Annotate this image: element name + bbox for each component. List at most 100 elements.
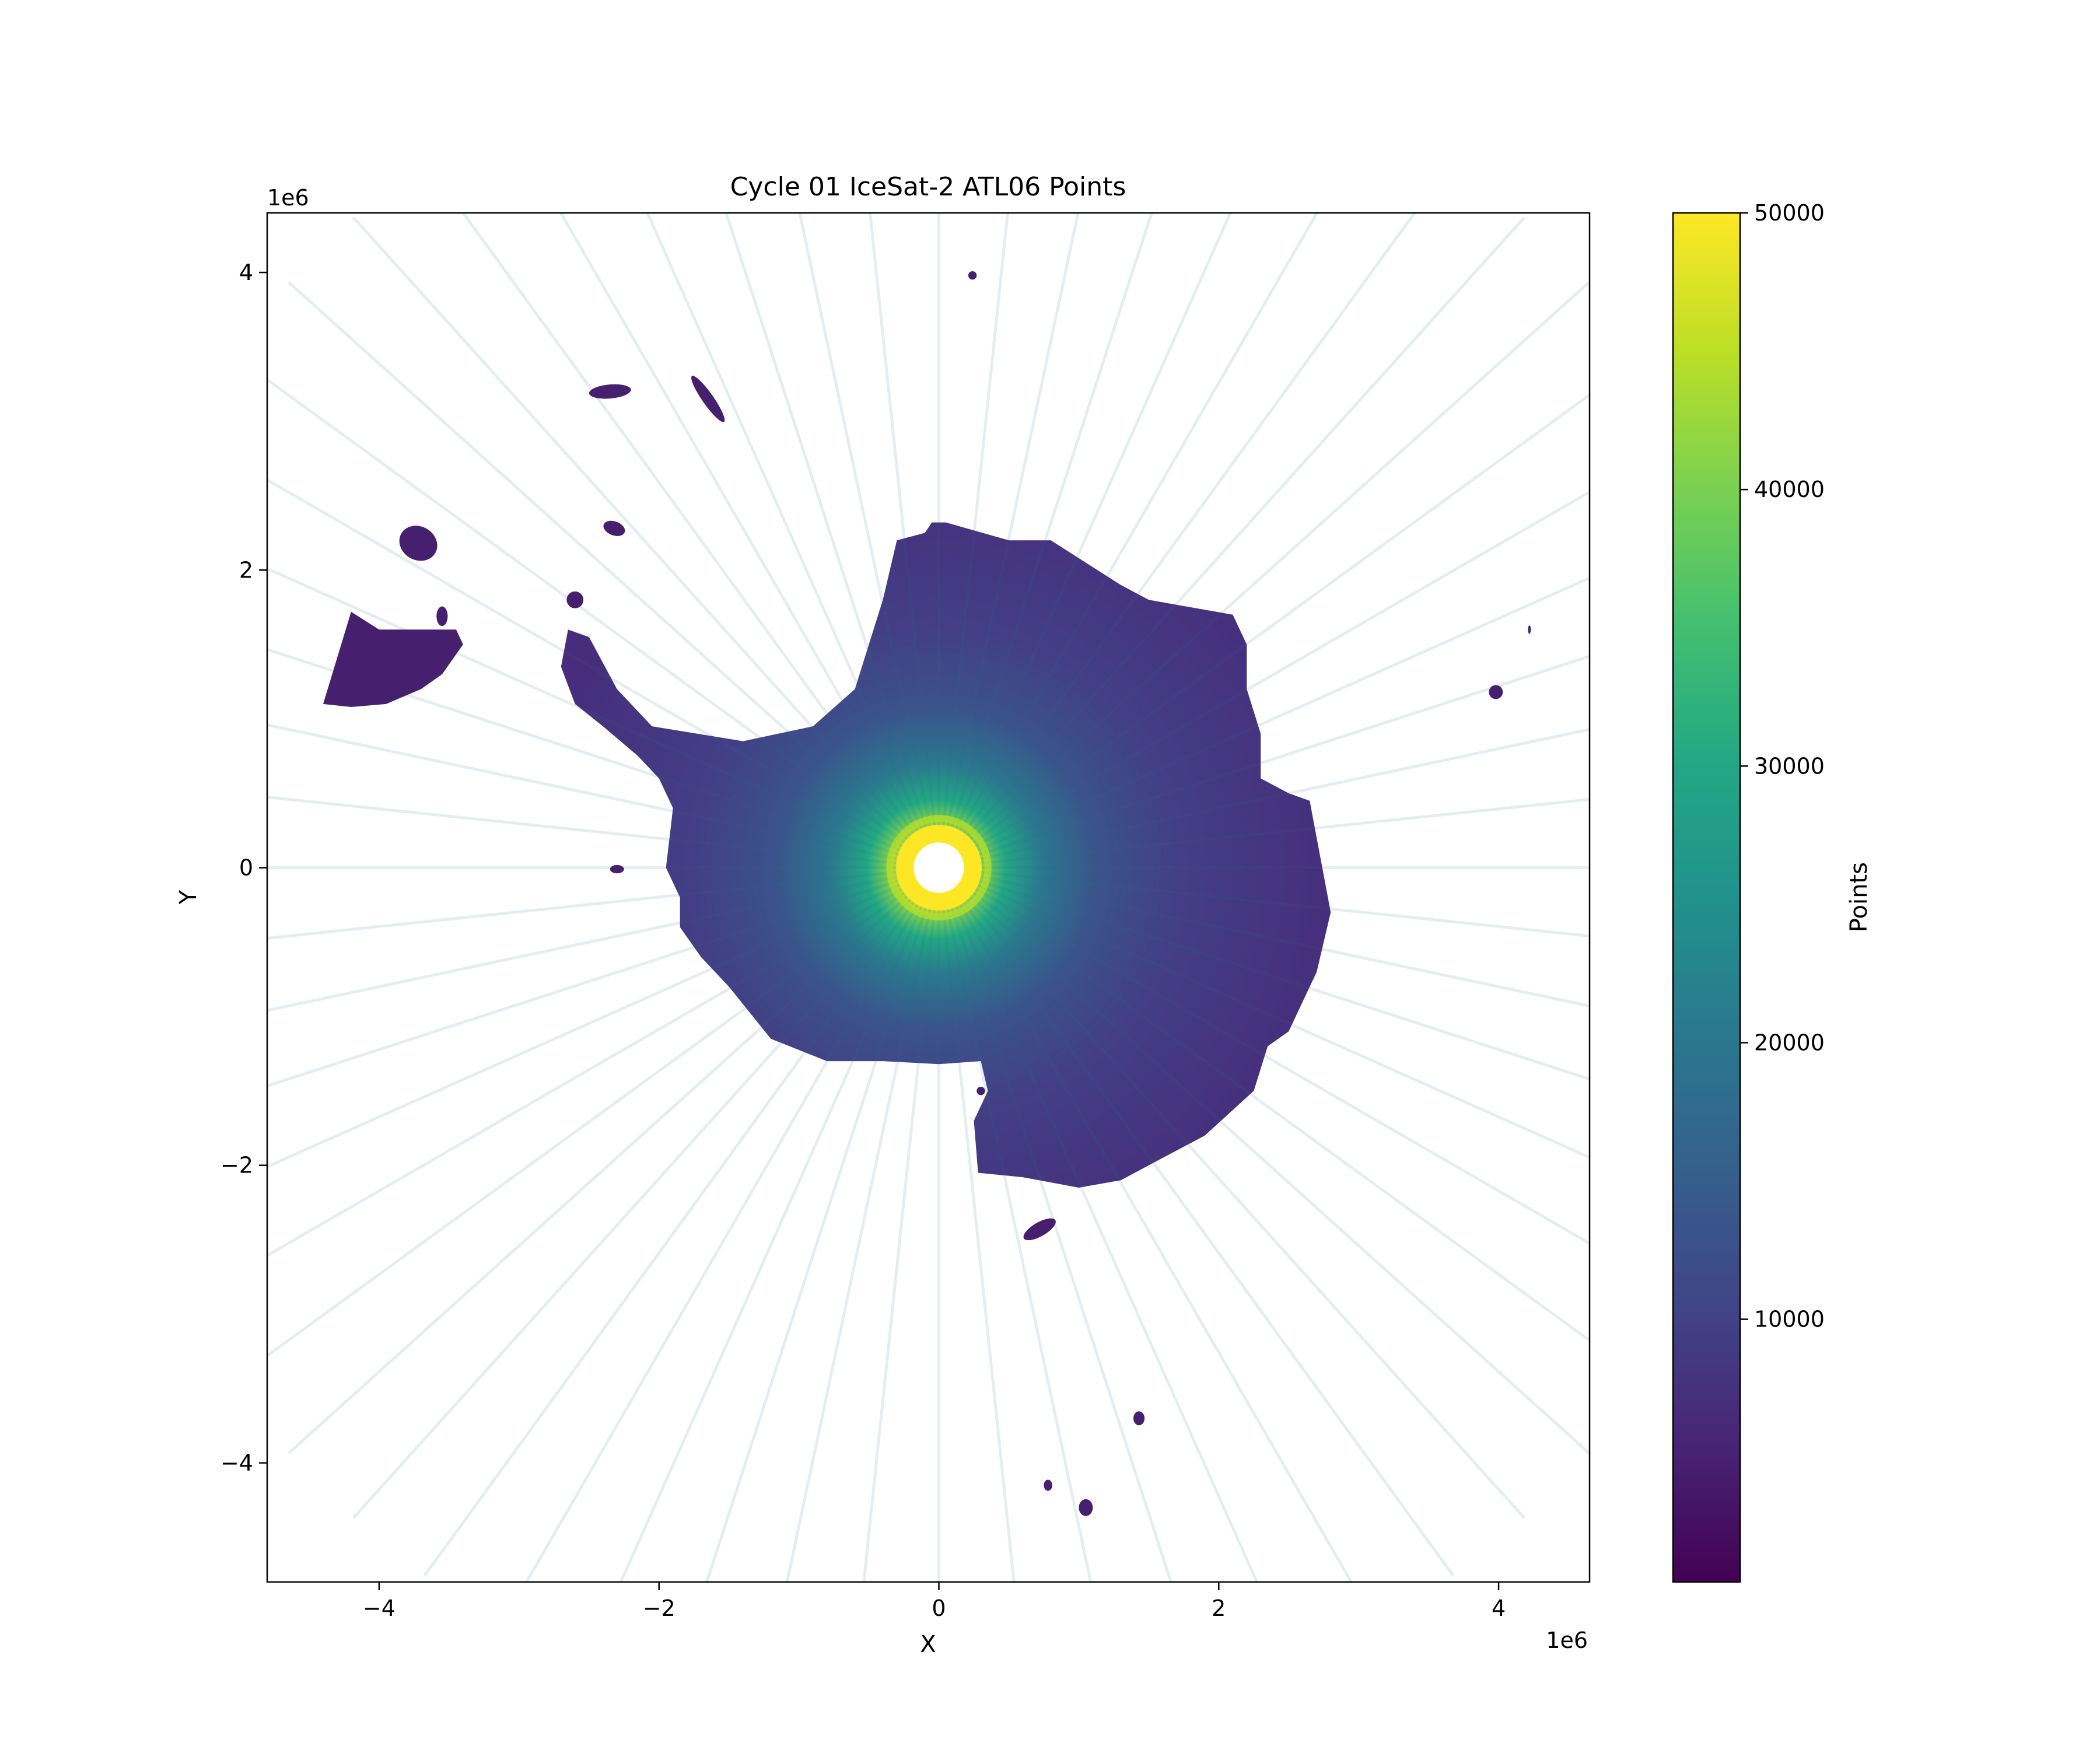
pole-ring-edge bbox=[886, 815, 992, 921]
y-tick-label: 0 bbox=[239, 855, 253, 880]
orbit-streak bbox=[267, 866, 940, 1358]
island-cluster bbox=[603, 520, 625, 536]
colorbar-tick-label: 10000 bbox=[1754, 1307, 1825, 1332]
orbit-streak bbox=[267, 377, 940, 869]
island-cluster bbox=[968, 271, 977, 280]
island-cluster bbox=[1023, 1218, 1056, 1241]
island-cluster bbox=[566, 591, 584, 608]
island-cluster bbox=[1489, 685, 1503, 699]
island-cluster bbox=[399, 526, 438, 561]
colorbar-tick-label: 20000 bbox=[1754, 1030, 1825, 1055]
orbit-streak bbox=[937, 213, 1009, 868]
plot-area bbox=[267, 213, 1590, 1582]
orbit-streak bbox=[288, 281, 940, 869]
orbit-streak bbox=[937, 867, 1172, 1582]
island-cluster bbox=[1044, 1479, 1052, 1491]
orbit-streak bbox=[939, 866, 1590, 938]
orbit-streak bbox=[423, 867, 940, 1577]
y-axis-label: Y bbox=[175, 890, 202, 905]
orbit-streak bbox=[267, 795, 939, 869]
orbit-streak bbox=[645, 213, 940, 869]
orbit-streak bbox=[939, 797, 1590, 869]
orbit-streak bbox=[937, 213, 1080, 868]
orbit-streak bbox=[937, 216, 1526, 869]
orbit-streak bbox=[267, 567, 940, 869]
y-axis: 4 2 0 −2 −4 bbox=[220, 260, 267, 1476]
x-tick-label: 2 bbox=[1212, 1595, 1226, 1621]
orbit-streak bbox=[938, 654, 1590, 869]
orbit-streak bbox=[937, 867, 1353, 1582]
offshore-swath-patch bbox=[323, 611, 463, 707]
colorbar-tick-label: 50000 bbox=[1754, 200, 1825, 226]
orbit-streak bbox=[267, 723, 940, 869]
orbit-streak bbox=[267, 866, 939, 940]
island-cluster bbox=[589, 384, 631, 399]
x-tick-label: 0 bbox=[932, 1595, 946, 1621]
orbit-streak bbox=[938, 866, 1590, 1343]
orbit-streak bbox=[938, 866, 1590, 1081]
island-cluster bbox=[1133, 1411, 1145, 1426]
heatmap-marks bbox=[267, 213, 1590, 1582]
y-tick-label: 4 bbox=[239, 260, 253, 285]
orbit-streak bbox=[267, 866, 940, 1168]
orbit-streak bbox=[352, 216, 940, 869]
x-axis: −4 −2 0 2 4 bbox=[363, 1582, 1506, 1621]
colorbar-label: Points bbox=[1846, 862, 1873, 932]
x-tick-label: −4 bbox=[363, 1595, 396, 1621]
orbit-streak bbox=[937, 866, 1590, 1455]
y-tick-label: −2 bbox=[220, 1153, 253, 1178]
island-cluster bbox=[610, 864, 624, 874]
orbit-streak bbox=[619, 867, 940, 1582]
orbit-streak bbox=[869, 213, 940, 868]
orbit-streak bbox=[938, 866, 1590, 1245]
colorbar-gradient bbox=[1672, 212, 1741, 1583]
orbit-streak bbox=[267, 866, 940, 1258]
orbit-streak bbox=[267, 648, 940, 869]
x-axis-label: X bbox=[920, 1631, 936, 1658]
orbit-streak bbox=[937, 213, 1232, 869]
orbit-streak bbox=[937, 281, 1590, 869]
orbit-streak bbox=[937, 867, 1455, 1577]
orbit-streak bbox=[461, 213, 940, 869]
orbit-streak bbox=[724, 213, 940, 869]
island-cluster bbox=[436, 606, 448, 626]
y-tick-label: 2 bbox=[239, 557, 253, 583]
chart-title: Cycle 01 IceSat-2 ATL06 Points bbox=[730, 172, 1126, 202]
colorbar-tick-label: 30000 bbox=[1754, 753, 1825, 779]
island-cluster bbox=[691, 376, 725, 422]
orbit-streak bbox=[288, 866, 940, 1455]
orbit-streak bbox=[352, 866, 940, 1519]
orbit-streak bbox=[938, 866, 1590, 1008]
orbit-streak bbox=[937, 866, 1526, 1519]
colorbar-ticks: 10000 20000 30000 40000 50000 bbox=[1740, 200, 1825, 1332]
orbit-streak bbox=[938, 576, 1590, 869]
island-cluster bbox=[1528, 625, 1531, 634]
orbit-streak bbox=[937, 867, 1093, 1582]
orbit-streak bbox=[938, 490, 1590, 869]
pole-hole bbox=[914, 842, 964, 893]
island-cluster bbox=[977, 1086, 985, 1096]
island-cluster bbox=[1079, 1499, 1093, 1516]
orbit-streak bbox=[267, 866, 940, 1012]
orbit-streak bbox=[785, 867, 940, 1582]
colorbar-tick-label: 40000 bbox=[1754, 477, 1825, 502]
orbit-streak bbox=[937, 213, 1417, 869]
x-tick-label: 4 bbox=[1492, 1595, 1506, 1621]
orbit-streak bbox=[705, 867, 940, 1582]
orbit-streak bbox=[267, 866, 940, 1088]
plot-frame bbox=[266, 212, 1591, 1583]
orbit-streak bbox=[937, 213, 1319, 869]
orbit-streak bbox=[938, 393, 1590, 869]
orbit-streak bbox=[559, 213, 940, 869]
orbit-streak bbox=[938, 866, 1590, 1159]
y-tick-label: −4 bbox=[220, 1450, 253, 1476]
orbit-streak bbox=[798, 213, 940, 868]
orbit-streak bbox=[524, 867, 940, 1582]
orbit-streak bbox=[938, 727, 1590, 869]
orbit-streak bbox=[937, 867, 1016, 1582]
orbit-streak bbox=[937, 867, 1259, 1582]
orbit-streak bbox=[937, 213, 1153, 869]
colorbar: 10000 20000 30000 40000 50000 Points bbox=[1672, 200, 1873, 1583]
x-tick-label: −2 bbox=[643, 1595, 676, 1621]
